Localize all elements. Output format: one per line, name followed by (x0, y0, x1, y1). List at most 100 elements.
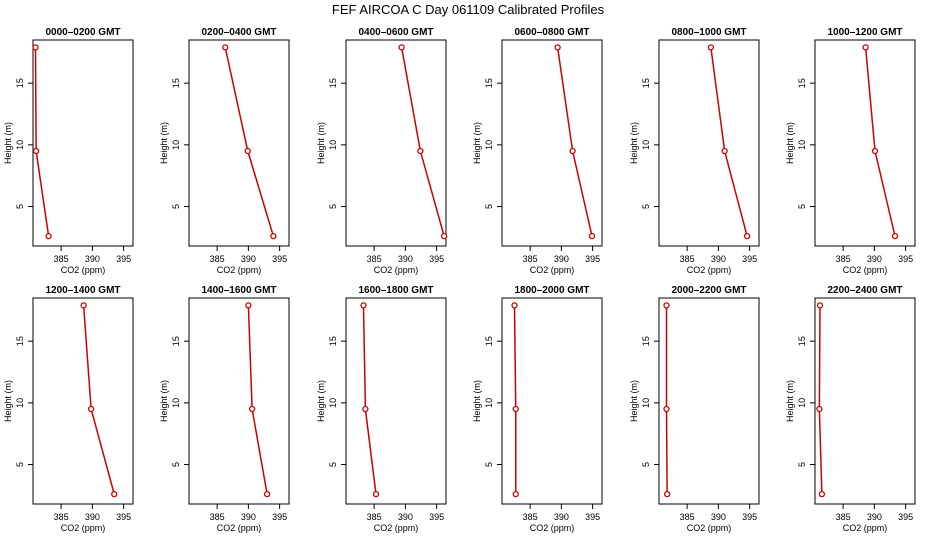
panel-title: 2200–2400 GMT (827, 285, 902, 296)
x-tick-label: 395 (429, 512, 444, 522)
y-tick-label: 15 (15, 78, 25, 88)
y-tick-label: 15 (641, 336, 651, 346)
profile-point (80, 302, 87, 309)
y-axis-label: Height (m) (629, 122, 639, 164)
profile-point (511, 302, 518, 309)
y-tick-label: 5 (641, 462, 651, 467)
panel-grid: 0000–0200 GMT 385 390 395 CO2 (ppm) 5 10 15 Heig… (3, 27, 916, 533)
y-tick-label: 5 (15, 462, 25, 467)
y-tick-label: 5 (328, 204, 338, 209)
profile-point (248, 405, 256, 413)
x-tick-label: 385 (367, 512, 382, 522)
profile-point (245, 302, 252, 309)
x-tick-label: 390 (711, 512, 726, 522)
profile-panel: 2200–2400 GMT 385 390 395 CO2 (ppm) 5 10 15 Heig… (785, 285, 916, 533)
profile-point (707, 44, 715, 51)
profile-line (400, 47, 445, 237)
x-axis-label: CO2 (ppm) (530, 523, 575, 533)
x-tick-label: 385 (836, 512, 851, 522)
y-tick-label: 10 (484, 398, 494, 408)
profile-point (663, 405, 670, 413)
y-axis-label: Height (m) (472, 380, 482, 422)
profile-point (862, 44, 869, 51)
x-tick-label: 395 (898, 254, 913, 264)
y-tick-label: 5 (171, 204, 181, 209)
y-tick-label: 10 (797, 398, 807, 408)
x-tick-label: 395 (116, 254, 131, 264)
plot-frame (814, 39, 916, 247)
profile-point (588, 232, 596, 240)
y-axis-label: Height (m) (316, 380, 326, 422)
panel-title: 0800–1000 GMT (671, 27, 746, 38)
x-tick-label: 390 (554, 512, 569, 522)
panel-title: 1600–1800 GMT (358, 285, 433, 296)
profile-point (569, 147, 576, 155)
y-axis-label: Height (m) (3, 380, 13, 422)
x-tick-label: 395 (429, 254, 444, 264)
plot-frame (345, 39, 447, 247)
x-axis-label: CO2 (ppm) (374, 523, 419, 533)
profile-line (513, 305, 517, 495)
figure-title: FEF AIRCOA C Day 061109 Calibrated Profi… (332, 2, 605, 17)
y-tick-label: 10 (15, 398, 25, 408)
profile-point (244, 147, 251, 155)
profile-panel: 1800–2000 GMT 385 390 395 CO2 (ppm) 5 10 15 Heig… (472, 285, 603, 533)
profile-point (417, 147, 424, 155)
profile-point (398, 44, 405, 51)
y-tick-label: 15 (641, 78, 651, 88)
y-axis-label: Height (m) (316, 122, 326, 164)
y-tick-label: 15 (328, 336, 338, 346)
x-axis-label: CO2 (ppm) (687, 265, 732, 275)
y-tick-label: 10 (328, 398, 338, 408)
x-tick-label: 385 (680, 254, 695, 264)
profile-line (82, 305, 115, 495)
profile-point (743, 232, 751, 240)
x-tick-label: 390 (85, 512, 100, 522)
profile-point (663, 490, 671, 498)
y-axis-label: Height (m) (3, 122, 13, 164)
x-axis-label: CO2 (ppm) (61, 523, 106, 533)
plot-frame (658, 39, 760, 247)
y-tick-label: 5 (328, 462, 338, 467)
x-axis-label: CO2 (ppm) (843, 523, 888, 533)
y-tick-label: 5 (797, 204, 807, 209)
profile-point (263, 490, 271, 498)
profile-panel: 1600–1800 GMT 385 390 395 CO2 (ppm) 5 10 15 Heig… (316, 285, 447, 533)
y-tick-label: 5 (171, 462, 181, 467)
x-tick-label: 390 (241, 512, 256, 522)
profile-line (665, 305, 668, 495)
y-axis-label: Height (m) (629, 380, 639, 422)
x-axis-label: CO2 (ppm) (217, 523, 262, 533)
x-tick-label: 390 (554, 254, 569, 264)
profile-point (360, 302, 367, 309)
profile-panel: 0800–1000 GMT 385 390 395 CO2 (ppm) 5 10 15 Heig… (629, 27, 760, 275)
x-tick-label: 385 (523, 512, 538, 522)
x-tick-label: 395 (272, 254, 287, 264)
profile-point (270, 232, 277, 240)
panel-title: 0000–0200 GMT (45, 27, 120, 38)
x-tick-label: 395 (116, 512, 131, 522)
x-tick-label: 395 (898, 512, 913, 522)
panel-title: 0200–0400 GMT (201, 27, 276, 38)
profile-point (512, 490, 519, 498)
profile-point (372, 490, 380, 498)
panel-title: 0400–0600 GMT (358, 27, 433, 38)
x-tick-label: 395 (585, 512, 600, 522)
x-tick-label: 390 (711, 254, 726, 264)
profile-point (362, 405, 369, 413)
profile-panel: 0000–0200 GMT 385 390 395 CO2 (ppm) 5 10 15 Heig… (3, 27, 134, 275)
panel-title: 1800–2000 GMT (514, 285, 589, 296)
profile-point (721, 147, 728, 155)
x-tick-label: 390 (867, 254, 882, 264)
panel-title: 1200–1400 GMT (45, 285, 120, 296)
x-tick-label: 385 (523, 254, 538, 264)
profile-line (362, 305, 377, 495)
x-tick-label: 385 (836, 254, 851, 264)
profile-line (818, 305, 823, 495)
y-tick-label: 15 (171, 78, 181, 88)
profile-line (34, 47, 50, 237)
x-tick-label: 390 (398, 512, 413, 522)
x-tick-label: 385 (367, 254, 382, 264)
plot-frame (501, 39, 603, 247)
